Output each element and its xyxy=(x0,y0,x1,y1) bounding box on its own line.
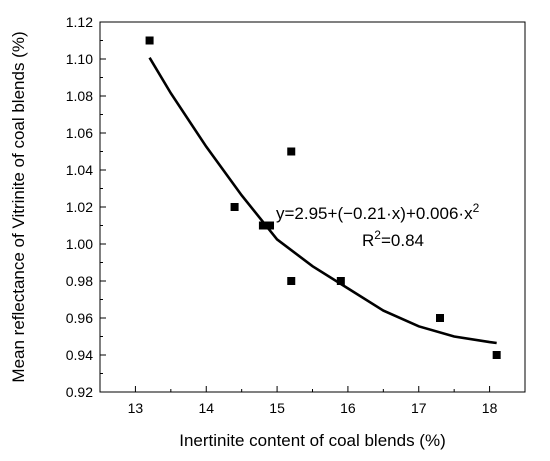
plot-frame xyxy=(99,21,526,393)
data-point xyxy=(336,277,345,285)
x-tick-label: 18 xyxy=(482,400,498,416)
data-points xyxy=(145,36,501,359)
y-tick-label: 0.96 xyxy=(66,310,93,326)
y-tick-label: 0.94 xyxy=(66,347,93,363)
data-point xyxy=(230,203,239,211)
data-point xyxy=(492,351,501,359)
x-tick-label: 14 xyxy=(198,400,214,416)
fit-curve xyxy=(148,57,497,345)
data-point xyxy=(145,36,154,45)
x-axis-title: Inertinite content of coal blends (%) xyxy=(179,431,445,450)
data-point xyxy=(287,147,296,156)
y-tick-label: 1.00 xyxy=(66,236,93,252)
x-tick-label: 17 xyxy=(411,400,427,416)
y-tick-label: 0.92 xyxy=(66,384,93,400)
data-point xyxy=(287,277,296,285)
y-tick-label: 0.98 xyxy=(66,273,93,289)
x-tick-label: 13 xyxy=(128,400,144,416)
y-tick-label: 1.10 xyxy=(66,51,93,67)
equation-exponent: 2 xyxy=(473,201,480,215)
data-point xyxy=(436,314,444,322)
r2-value: =0.84 xyxy=(381,231,424,250)
r2-exponent: 2 xyxy=(374,228,381,242)
equation-text: y=2.95+(−0.21·x)+0.006·x xyxy=(276,204,473,223)
data-point xyxy=(258,221,267,230)
regression-equation: y=2.95+(−0.21·x)+0.006·x2 xyxy=(276,201,480,223)
y-tick-label: 1.04 xyxy=(66,162,93,178)
x-tick-label: 15 xyxy=(269,400,285,416)
y-tick-label: 1.08 xyxy=(66,88,93,104)
y-tick-label: 1.12 xyxy=(66,14,93,30)
y-tick-label: 1.06 xyxy=(66,125,93,141)
r2-symbol: R xyxy=(362,231,374,250)
y-tick-label: 1.02 xyxy=(66,199,93,215)
data-point xyxy=(266,221,274,230)
r-squared-label: R2=0.84 xyxy=(362,228,424,250)
y-axis-title: Mean reflectance of Vitrinite of coal bl… xyxy=(9,31,28,382)
tick-labels: 13 14 15 16 17 18 0.92 0.94 0.96 0.98 1.00 1.02 1.04… xyxy=(66,14,498,416)
x-tick-label: 16 xyxy=(340,400,356,416)
